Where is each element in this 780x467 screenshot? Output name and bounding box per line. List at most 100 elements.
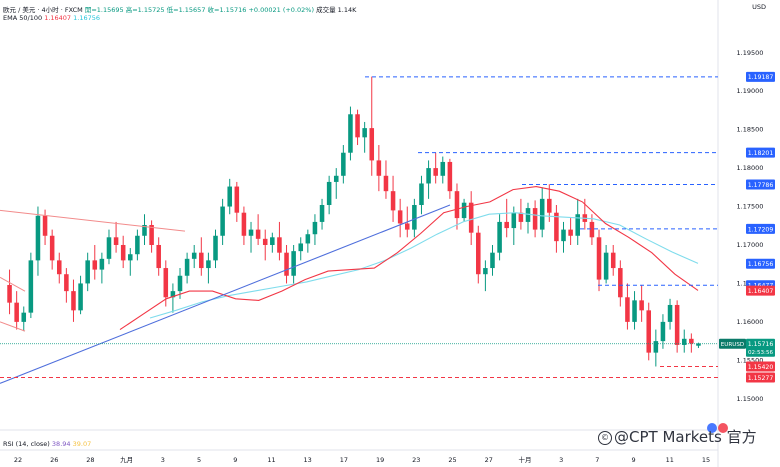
candle-body [312,221,318,235]
candle-body [603,252,609,280]
candle-body [468,202,474,233]
candle-body [184,258,190,276]
price-badge-label: 1.15716 [748,341,774,348]
ema50-value: 1.16407 [44,14,72,22]
price-tick-label: 1.18500 [737,126,764,134]
level-badge [746,223,775,234]
level-badge-label: 1.15420 [748,364,774,371]
candle-body [106,237,112,259]
candle-body [149,224,154,245]
candle-body [248,229,254,236]
candle-body [291,251,296,276]
candle-body [454,191,460,219]
candle-body [170,291,176,298]
candle-body [341,152,346,176]
level-badge [746,361,775,372]
time-tick-label: 11 [666,456,674,464]
time-tick-label: 27 [485,456,493,464]
candle-body [511,212,517,229]
time-tick-label: 3 [559,456,563,464]
candle-body [14,302,19,322]
candle-body [490,252,495,269]
candle-body [298,243,304,252]
price-tick-label: 1.19500 [737,49,764,57]
candle-body [433,168,438,176]
watermark: © @CPT Markets 官方 [598,426,757,447]
candle-body [497,221,502,253]
candle-body [220,206,225,236]
price-tick-label: 1.17500 [737,203,764,211]
candle-body [191,252,197,259]
level-badge [746,147,775,158]
price-tick-label: 1.16000 [737,318,764,326]
level-badge-label: 1.15277 [748,375,774,382]
candle-body [35,215,41,261]
time-tick-label: 5 [197,456,201,464]
candle-body [660,321,666,342]
candle-body [610,252,616,269]
uptrend-line [0,204,451,384]
level-badge-label: 1.17786 [748,182,774,189]
candle-body [646,310,652,353]
low-value: 低=1.15657 [166,6,206,14]
candle-body [412,205,417,230]
rsi-label: RSI (14, close) [3,440,50,448]
time-tick-label: 25 [448,456,456,464]
rsi-value-a: 38.94 [51,440,71,448]
candle-body [362,128,367,138]
candle-body [7,284,12,303]
candle-body [483,268,488,275]
time-tick-label: 13 [304,456,312,464]
symbol-badge-label: EURUSD [721,342,744,348]
candle-body [383,175,389,192]
watermark-text: @CPT Markets 官方 [614,428,757,446]
price-tick-label: 1.15000 [737,395,764,403]
change-value: +0.00021 (+0.02%) [248,6,314,14]
candle-body [476,232,481,275]
level-badge [746,372,775,383]
candle-body [163,268,169,298]
candle-body [284,252,289,276]
time-tick-label: 19 [376,456,384,464]
level-badge-label: 1.18201 [748,150,774,157]
level-badge [746,258,775,269]
level-badge-label: 1.19187 [748,74,774,81]
candle-body [539,198,545,230]
candle-body [696,343,701,346]
candle-body [177,275,183,292]
symbol-badge [719,338,746,349]
time-tick-label: 9 [632,456,636,464]
candle-body [518,212,524,222]
candle-body [49,235,55,261]
candle-body [632,300,637,322]
high-value: 高=1.15725 [125,6,165,14]
event-flag-icon[interactable] [718,423,728,433]
candle-body [305,234,311,244]
time-tick-label: 九月 [120,455,133,464]
rsi-value-b: 39.07 [72,440,92,448]
candle-body [376,160,382,176]
candle-body [419,183,424,206]
price-tick-label: 1.17000 [737,241,764,249]
currency-label: USD [752,3,766,11]
close-value: 收=1.15716 [207,6,247,14]
level-badge [746,71,775,82]
copyright-icon: © [598,431,612,445]
candle-body [213,235,218,261]
event-flag-icon[interactable] [707,423,717,433]
candle-body [56,260,62,275]
level-badge [746,179,775,190]
countdown-label: 02:53:56 [748,350,774,356]
time-tick-label: 23 [412,456,420,464]
level-badge-label: 1.17209 [748,226,774,233]
time-tick-label: 3 [161,456,165,464]
candle-body [404,223,410,230]
downtrend-line [0,321,26,332]
open-value: 開=1.15695 [84,6,124,14]
candle-body [504,221,509,229]
candle-body [440,161,446,176]
time-tick-label: 22 [14,456,22,464]
candle-body [99,258,105,270]
candle-body [113,237,119,245]
